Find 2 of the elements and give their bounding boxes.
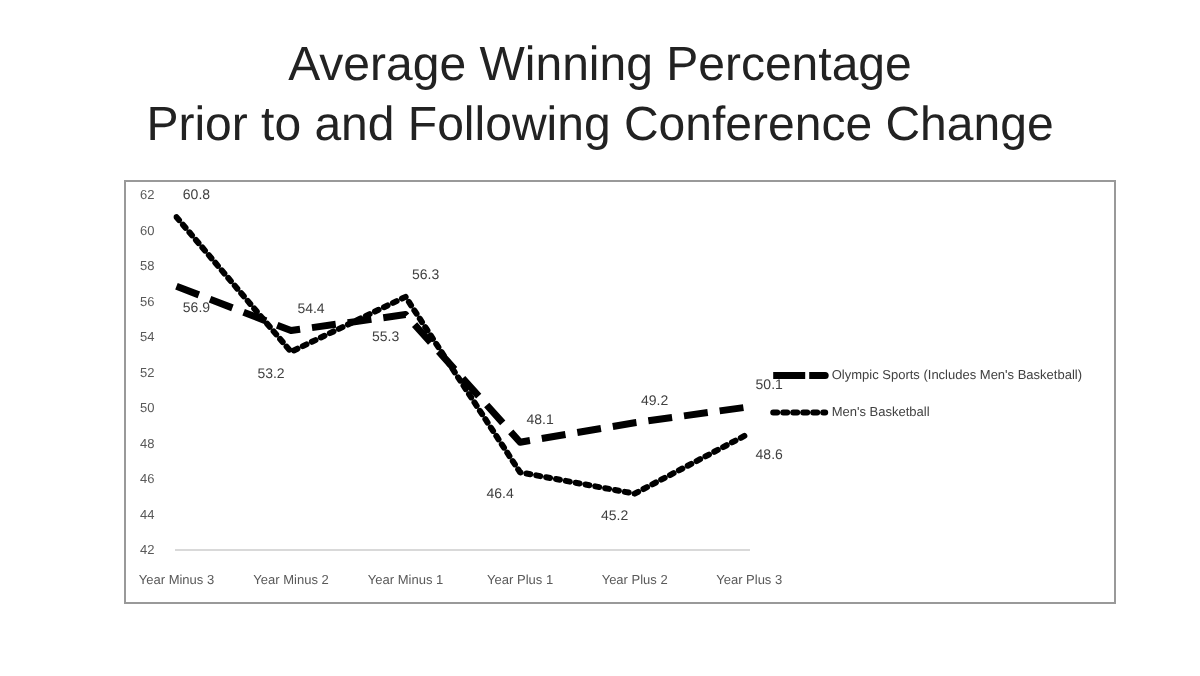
chart-title: Average Winning Percentage Prior to and Following Conference Change [144, 36, 1056, 156]
line-series [173, 214, 753, 497]
